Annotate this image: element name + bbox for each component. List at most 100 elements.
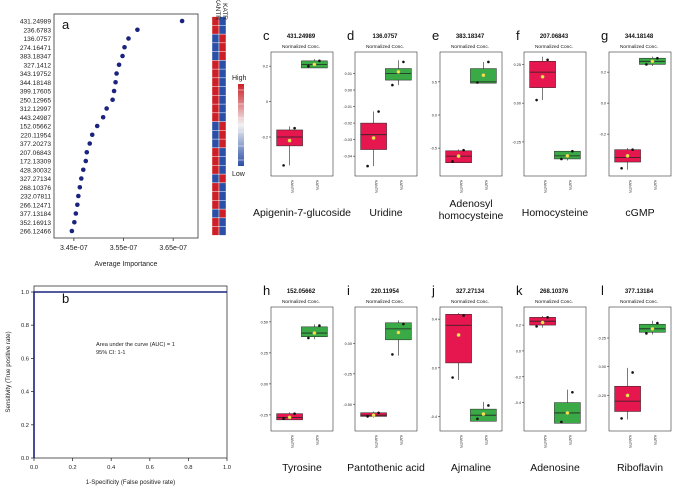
sample-point-green [476,417,479,421]
sample-point-red [620,166,623,170]
heatmap-cell [218,25,227,35]
feature-label: 266.12466 [20,229,52,236]
y-tick-label: 0.0 [432,366,437,370]
group-label: KATR [484,180,488,190]
y-tick-label: 0.2 [263,65,268,69]
boxplot-c: 431.24989 Normalized Conc. 0.2 0 -0.2 KANTR KA… [261,34,334,193]
importance-dot [114,71,119,76]
heatmap-cell [211,60,220,70]
importance-dot [122,44,127,50]
boxplot-subtitle: Normalized Conc. [366,299,404,305]
boxplot-title: 268.10376 [540,289,569,295]
sample-point-green [656,56,659,60]
heatmap-cell [211,68,220,79]
group-label: KATR [653,435,657,445]
heatmap-cell [218,147,227,157]
legend-gradient-bar [238,84,244,166]
heatmap-cell [211,226,220,236]
y-tick-label: -0.2 [514,375,521,379]
mean-marker-green [650,326,655,331]
boxplot-frame [439,306,503,432]
boxplot-subtitle: Normalized Conc. [282,299,320,305]
boxplot-title: 152.05662 [287,289,316,295]
heatmap-cell [218,121,227,131]
sample-point-red [377,110,380,113]
importance-dot [89,132,95,138]
feature-label: 274.16471 [20,45,52,52]
sample-point-green [476,81,479,84]
panel-i-label: i [347,283,350,298]
group-label: KANTR [290,435,294,448]
y-tick-label: -0.2 [261,136,268,140]
group-label: KATR [315,180,319,190]
group-label: KANTR [374,180,378,193]
boxplot-subtitle: Normalized Conc. [366,44,404,50]
roc-curve-line [33,291,227,458]
heatmap-cell [218,86,227,96]
boxplot-frame [354,306,418,432]
y-axis-title-b: Sensitivity (True positive rate) [5,331,12,412]
heatmap-cell [218,200,227,210]
mean-marker-red [456,154,461,159]
mean-marker-green [565,153,570,158]
boxplot-title: 431.24989 [287,34,316,40]
x-tick-label-b: 0.6 [146,465,154,471]
panel-b-label: b [62,291,70,306]
heatmap-cell [211,182,220,192]
y-tick-label: -0.50 [343,403,352,407]
feature-label: 172.13309 [20,159,52,166]
heatmap-cell [211,86,220,96]
feature-label: 268.10376 [20,185,52,192]
heatmap-cell [218,51,227,61]
importance-dot [104,106,109,111]
feature-label: 152.05662 [20,124,52,131]
boxplot-frame [608,306,672,432]
y-tick-label: -0.25 [597,394,606,398]
plot-b-frame [33,285,228,459]
sample-point-red [535,325,538,328]
importance-dot [100,114,106,120]
y-tick-label: 0.25 [261,351,268,355]
group-label: KANTR [628,180,632,193]
importance-dot [94,123,100,129]
panel-j-label: j [432,283,435,298]
heatmap-cell [218,226,227,236]
y-tick-label: 0.00 [345,89,352,93]
panel-e-label: e [432,28,440,43]
y-tick-label-b: 0.4 [21,390,30,396]
heatmap-cell [218,173,227,184]
sample-point-green [560,420,563,424]
panel-g-label: g [601,28,609,43]
x-tick-label-a: 3.65e-07 [159,245,187,252]
group-label: KANTR [374,435,378,448]
sample-point-green [571,390,574,394]
box-red [529,61,556,88]
heatmap-cell [211,51,220,61]
boxplot-l: 377.13184 Normalized Conc. 0.25 0.00 -0.25 KA… [597,289,672,448]
heatmap-cell [211,42,220,52]
boxplot-i: 220.11954 Normalized Conc. 0.00 -0.25 -0.50 K… [343,289,418,448]
group-label: KATR [653,180,657,190]
boxplot-f: 207.06843 Normalized Conc. 0.25 0.00 -0.25 KA… [512,34,587,193]
boxplot-subtitle: Normalized Conc. [535,299,573,305]
boxplot-title: 383.18347 [456,34,485,40]
sample-point-green [571,149,574,153]
y-tick-label-b: 0.2 [21,423,29,429]
compound-name-g: cGMP [625,207,655,219]
y-tick-label: -0.03 [343,138,352,142]
sample-point-green [645,332,648,335]
compound-name-l: Riboflavin [616,462,664,474]
y-tick-label: 0.50 [261,320,268,324]
mean-marker-red [625,393,630,398]
sample-point-red [282,417,285,420]
heatmap-cell [211,121,220,131]
x-tick-label-b: 0.0 [30,465,38,471]
feature-label: 344.18148 [20,80,52,87]
y-tick-label: -0.4 [514,401,521,405]
heatmap-column-label: KANTR [214,0,221,20]
heatmap-cell [218,68,227,79]
y-tick-label: -0.25 [512,140,521,144]
mean-marker-red [540,74,545,79]
feature-label: 327.1412 [23,62,51,69]
